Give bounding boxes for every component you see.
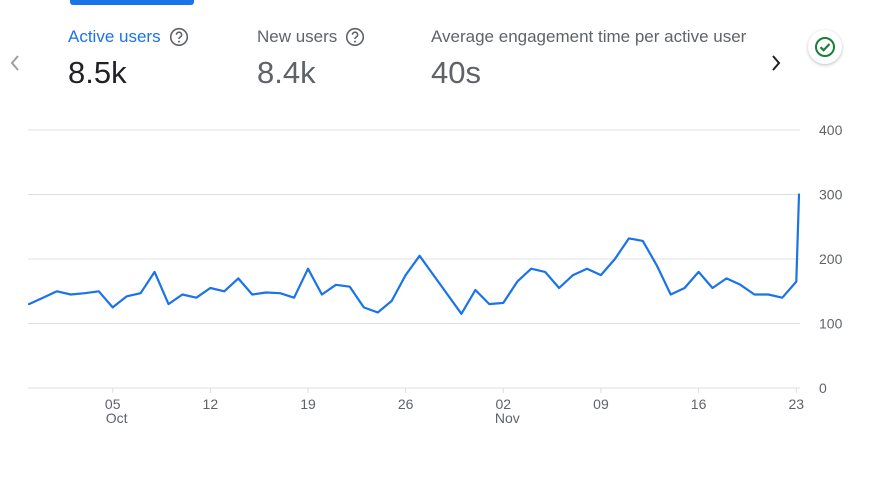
x-tick-label: 19 — [300, 396, 316, 412]
metric-value: 40s — [431, 55, 481, 90]
x-tick-month-label: Nov — [495, 410, 520, 426]
series-line-active-users — [27, 193, 801, 315]
y-tick-label: 100 — [819, 316, 843, 332]
x-tick-label: 05 — [105, 396, 121, 412]
previous-metrics-button[interactable] — [3, 48, 27, 78]
y-tick-label: 300 — [819, 187, 843, 203]
check-circle-icon — [815, 37, 835, 57]
metric-label: Active users — [68, 27, 161, 46]
help-circle-icon[interactable] — [169, 27, 189, 47]
y-tick-label: 0 — [819, 380, 827, 396]
metric-value: 8.4k — [257, 55, 316, 90]
metric-card-active-users[interactable]: Active users 8.5k — [68, 24, 189, 90]
selected-tab-indicator — [70, 0, 194, 5]
x-tick-label: 09 — [593, 396, 609, 412]
chevron-right-icon — [772, 55, 781, 71]
x-tick-label: 23 — [788, 396, 804, 412]
x-tick-label: 12 — [203, 396, 219, 412]
y-axis: 0 100 200 300 400 — [819, 122, 843, 396]
chart-gridlines — [28, 129, 800, 389]
y-tick-label: 400 — [819, 122, 843, 138]
help-circle-icon[interactable] — [345, 27, 365, 47]
metric-card-avg-engagement[interactable]: Average engagement time per active user … — [431, 24, 755, 90]
chart-series — [27, 193, 801, 315]
chevron-left-icon — [10, 55, 19, 71]
next-metrics-button[interactable] — [764, 48, 788, 78]
x-tick-label: 02 — [496, 396, 512, 412]
status-badge[interactable] — [808, 30, 842, 64]
x-tick-month-label: Oct — [106, 410, 128, 426]
metric-value: 8.5k — [68, 55, 127, 90]
x-tick-label: 26 — [398, 396, 414, 412]
metric-card-new-users[interactable]: New users 8.4k — [257, 24, 365, 90]
x-tick-label: 16 — [691, 396, 707, 412]
metric-label: Average engagement time per active user — [431, 27, 747, 46]
y-tick-label: 200 — [819, 251, 843, 267]
metric-label: New users — [257, 27, 338, 46]
